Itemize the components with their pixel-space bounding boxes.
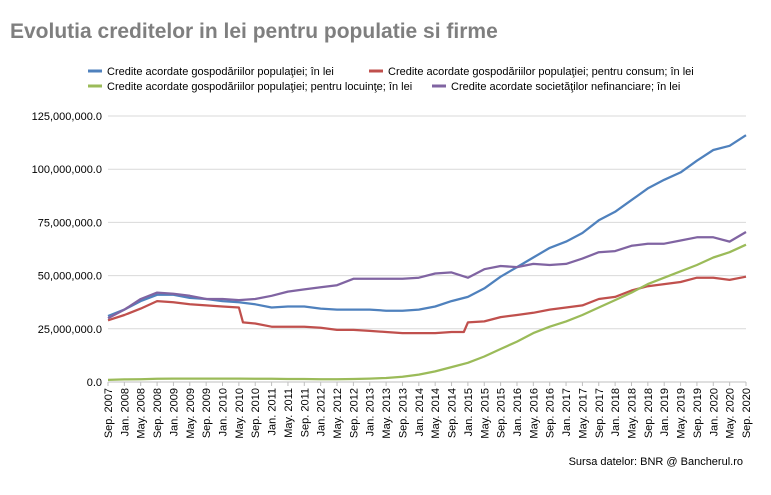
series-line-3 [107, 243, 747, 382]
series-line-2 [107, 275, 747, 335]
x-tick-label: Sep. 2015 [496, 388, 508, 438]
x-tick-label: Jan. 2019 [659, 388, 671, 436]
x-tick-label: Sep. 2016 [545, 388, 557, 438]
chart-title: Evolutia creditelor in lei pentru popula… [10, 20, 498, 43]
x-tick-label: Jan. 2009 [168, 388, 180, 436]
x-tick-label: Jan. 2014 [414, 388, 426, 436]
x-tick-label: May. 2014 [430, 388, 442, 439]
legend-label-2: Credite acordate gospodăriilor populaţie… [388, 66, 694, 78]
x-tick-label: May. 2020 [725, 388, 737, 439]
x-tick-label: Sep. 2017 [594, 388, 606, 438]
x-tick-label: May. 2016 [528, 388, 540, 439]
x-tick-label: Sep. 2019 [692, 388, 704, 438]
x-tick-label: May. 2009 [185, 388, 197, 439]
legend-label-4: Credite acordate societăţilor nefinancia… [451, 81, 680, 93]
y-tick-label: 75,000,000.0 [38, 217, 102, 229]
x-tick-label: Sep. 2009 [201, 388, 213, 438]
y-tick-label: 125,000,000.0 [32, 111, 102, 123]
x-tick-label: Sep. 2011 [299, 388, 311, 437]
x-tick-label: Jan. 2012 [316, 388, 328, 436]
x-tick-label: May. 2015 [479, 388, 491, 439]
x-tick-label: Sep. 2007 [103, 388, 115, 438]
x-tick-label: Jan. 2008 [119, 388, 131, 436]
series-layer [107, 134, 747, 382]
x-tick-label: Jan. 2018 [610, 388, 622, 436]
legend-label-1: Credite acordate gospodăriilor populaţie… [107, 66, 334, 78]
x-tick-label: May. 2017 [577, 388, 589, 439]
x-tick-label: May. 2012 [332, 388, 344, 439]
x-tick-label: Sep. 2020 [741, 388, 753, 438]
series-line-1 [107, 134, 747, 318]
x-tick-label: Sep. 2012 [348, 388, 360, 438]
x-tick-label: Sep. 2018 [643, 388, 655, 438]
x-tick-label: May. 2011 [283, 388, 295, 438]
y-tick-label: 0.0 [87, 377, 102, 389]
x-tick-label: Jan. 2017 [561, 388, 573, 436]
x-tick-label: May. 2019 [676, 388, 688, 439]
y-axis: 0.0 25,000,000.0 50,000,000.0 75,000,000.0 1… [32, 111, 102, 389]
x-tick-label: May. 2013 [381, 388, 393, 439]
x-tick-label: Sep. 2008 [152, 388, 164, 438]
x-tick-label: May. 2010 [234, 388, 246, 439]
legend: Credite acordate gospodăriilor populaţie… [88, 66, 694, 93]
x-tick-label: Sep. 2010 [250, 388, 262, 438]
x-axis: Sep. 2007 Jan. 2008 May. 2008 Sep. 2008 Jan.… [103, 381, 753, 439]
series-line-4 [107, 231, 747, 320]
y-tick-label: 25,000,000.0 [38, 324, 102, 336]
x-tick-label: Jan. 2010 [218, 388, 230, 436]
x-tick-label: Jan. 2013 [365, 388, 377, 436]
source-note: Sursa datelor: BNR @ Bancherul.ro [568, 456, 743, 468]
x-tick-label: May. 2018 [626, 388, 638, 439]
x-tick-label: May. 2008 [136, 388, 148, 439]
legend-label-3: Credite acordate gospodăriilor populaţie… [107, 81, 412, 93]
x-tick-label: Jan. 2020 [708, 388, 720, 436]
x-tick-label: Jan. 2016 [512, 388, 524, 436]
x-tick-label: Jan. 2011 [267, 388, 279, 436]
x-tick-label: Sep. 2013 [397, 388, 409, 438]
y-tick-label: 100,000,000.0 [32, 164, 102, 176]
x-tick-label: Jan. 2015 [463, 388, 475, 436]
gridlines [108, 115, 746, 383]
x-tick-label: Sep. 2014 [447, 388, 459, 438]
y-tick-label: 50,000,000.0 [38, 271, 102, 283]
